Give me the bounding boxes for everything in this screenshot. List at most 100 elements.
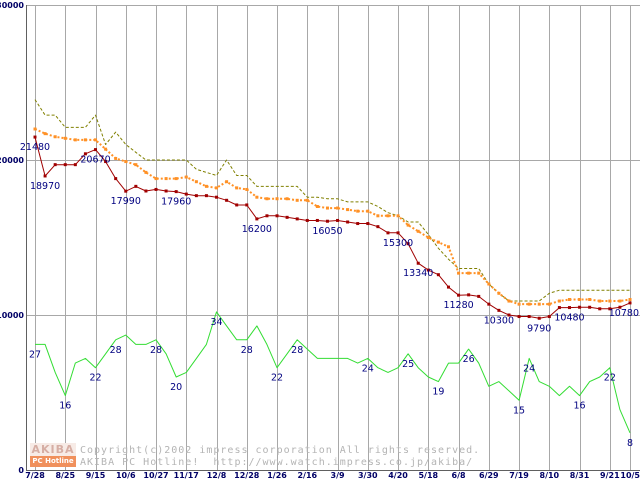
data-point-marker <box>315 218 319 222</box>
data-point-marker <box>457 293 461 297</box>
data-label: 25 <box>402 359 414 370</box>
data-label: 11280 <box>443 300 473 311</box>
data-point-marker <box>386 231 390 235</box>
x-tick-label: 6/29 <box>479 471 499 480</box>
x-tick-label: 10/27 <box>143 471 168 480</box>
data-point-marker <box>547 315 551 319</box>
data-label: 16 <box>59 401 71 412</box>
data-point-marker <box>588 305 592 309</box>
data-point-marker <box>134 184 138 188</box>
data-point-marker <box>215 195 219 199</box>
data-point-marker <box>396 231 400 235</box>
data-point-marker <box>305 218 309 222</box>
data-point-marker <box>396 214 400 218</box>
data-point-marker <box>547 302 551 306</box>
data-point-marker <box>53 135 57 139</box>
data-point-marker <box>406 223 410 227</box>
data-label: 34 <box>210 317 222 328</box>
data-label: 16 <box>574 401 586 412</box>
average-price-line <box>34 128 631 306</box>
data-point-marker <box>245 187 249 191</box>
data-point-marker <box>598 307 602 311</box>
data-point-marker <box>33 127 37 131</box>
x-tick-label: 9/15 <box>86 471 106 480</box>
x-tick-label: 8/10 <box>540 471 560 480</box>
data-point-marker <box>346 220 350 224</box>
data-label: 22 <box>271 373 283 384</box>
x-tick-labels: 7/28 8/25 9/15 10/6 10/27 11/17 12/8 12/28 1/26 2… <box>25 471 640 480</box>
data-point-marker <box>376 225 380 229</box>
data-point-marker <box>53 163 57 167</box>
data-point-marker <box>235 203 239 207</box>
x-tick-label: 6/8 <box>452 471 466 480</box>
data-point-marker <box>557 299 561 303</box>
data-label: 21480 <box>20 142 50 153</box>
data-label: 22 <box>604 373 616 384</box>
data-point-marker <box>406 242 410 246</box>
data-point-marker <box>104 160 108 164</box>
x-tick-label: 9/21 <box>600 471 620 480</box>
data-point-marker <box>386 214 390 218</box>
data-point-marker <box>255 217 259 221</box>
data-point-marker <box>628 298 632 301</box>
data-point-marker <box>376 214 380 218</box>
data-point-marker <box>507 299 511 303</box>
data-point-marker <box>104 147 108 151</box>
data-point-marker <box>517 315 521 319</box>
data-point-marker <box>436 273 440 277</box>
x-tick-label: 7/28 <box>25 471 45 480</box>
data-point-marker <box>134 163 138 167</box>
data-label: 22 <box>89 373 101 384</box>
data-point-marker <box>63 136 67 140</box>
data-point-marker <box>325 219 329 223</box>
data-point-marker <box>598 299 602 303</box>
data-label: 16200 <box>242 224 272 235</box>
data-point-marker <box>426 268 430 272</box>
data-point-marker <box>446 245 450 249</box>
data-point-marker <box>537 316 541 320</box>
data-point-marker <box>83 138 87 142</box>
data-label: 10480 <box>554 313 584 324</box>
data-point-marker <box>557 306 561 310</box>
data-point-marker <box>255 195 259 199</box>
data-point-marker <box>618 299 622 303</box>
data-point-marker <box>537 302 541 306</box>
data-point-marker <box>477 294 481 298</box>
data-point-marker <box>295 198 299 202</box>
data-label: 28 <box>291 345 303 356</box>
y-tick-label: 0 <box>18 466 24 475</box>
data-label: 20 <box>170 382 182 393</box>
data-point-marker <box>567 298 571 301</box>
data-point-marker <box>94 138 98 142</box>
data-point-marker <box>467 293 471 297</box>
count-line <box>35 311 631 433</box>
data-point-marker <box>356 222 360 226</box>
x-tick-label: 10/5 <box>620 471 640 480</box>
data-label: 24 <box>523 363 535 374</box>
data-labels: 21480 18970 20670 17990 17960 16200 16050 15300… <box>20 142 639 449</box>
data-point-marker <box>426 236 430 239</box>
data-label: 9790 <box>527 323 551 334</box>
data-point-marker <box>83 152 87 156</box>
data-point-marker <box>285 215 289 219</box>
data-label: 17960 <box>161 197 191 208</box>
data-point-marker <box>225 198 229 202</box>
data-label: 26 <box>463 354 475 365</box>
data-point-marker <box>285 197 289 201</box>
data-point-marker <box>487 302 491 306</box>
data-point-marker <box>446 285 450 289</box>
data-point-marker <box>245 203 249 207</box>
data-point-marker <box>517 302 521 306</box>
data-point-marker <box>174 190 178 194</box>
data-point-marker <box>527 315 531 319</box>
data-label: 18970 <box>30 181 60 192</box>
data-point-marker <box>114 156 118 160</box>
data-point-marker <box>467 271 471 275</box>
site-url-watermark: AKIBA PC Hotline! http://www.watch.impre… <box>80 457 474 468</box>
x-tick-label: 10/6 <box>116 471 136 480</box>
data-point-marker <box>507 313 511 317</box>
data-point-marker <box>588 298 592 301</box>
data-point-marker <box>305 198 309 202</box>
data-point-marker <box>225 180 229 184</box>
